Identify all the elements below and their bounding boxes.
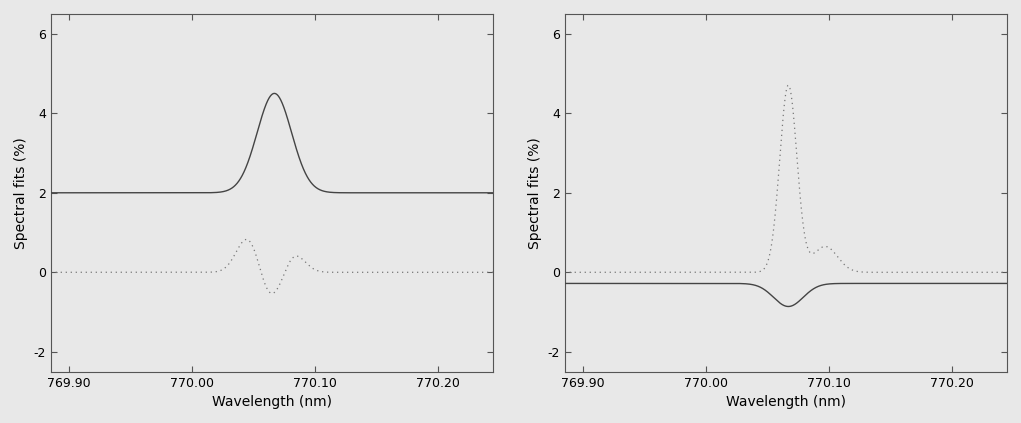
X-axis label: Wavelength (nm): Wavelength (nm) [726, 395, 845, 409]
X-axis label: Wavelength (nm): Wavelength (nm) [212, 395, 332, 409]
Y-axis label: Spectral fits (%): Spectral fits (%) [14, 137, 28, 249]
Y-axis label: Spectral fits (%): Spectral fits (%) [528, 137, 542, 249]
